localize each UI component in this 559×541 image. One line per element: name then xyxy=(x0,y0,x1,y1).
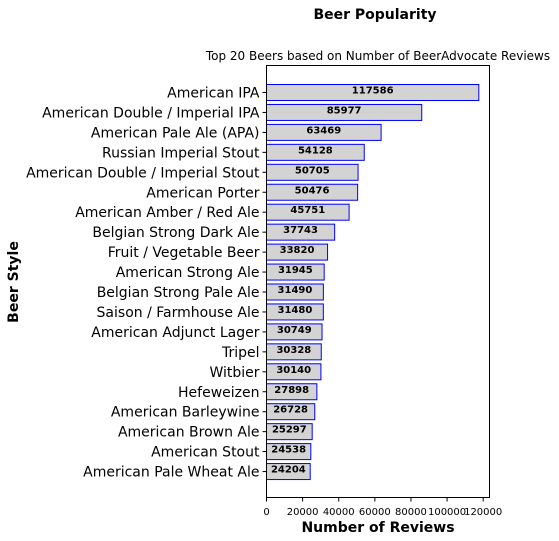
category-label: American Strong Ale xyxy=(116,265,260,281)
category-label: Belgian Strong Pale Ale xyxy=(97,285,260,301)
value-label: 30749 xyxy=(277,325,312,336)
x-tick-label: 100000 xyxy=(428,507,466,518)
value-label: 25297 xyxy=(272,425,307,436)
chart-title: Top 20 Beers based on Number of BeerAdvo… xyxy=(205,49,550,63)
category-label: American Pale Wheat Ale xyxy=(83,465,259,481)
x-tick-label: 60000 xyxy=(359,507,391,518)
chart-suptitle: Beer Popularity xyxy=(313,7,436,23)
value-label: 31490 xyxy=(278,285,313,296)
x-tick-label: 80000 xyxy=(395,507,427,518)
value-label: 24204 xyxy=(271,465,306,476)
category-label: American Double / Imperial Stout xyxy=(26,165,260,181)
category-label: Saison / Farmhouse Ale xyxy=(97,305,260,321)
category-label: American Barleywine xyxy=(111,405,260,421)
category-label: American Double / Imperial IPA xyxy=(42,105,260,121)
value-label: 31480 xyxy=(278,305,313,316)
value-label: 54128 xyxy=(298,145,333,156)
category-label: American Porter xyxy=(146,185,259,201)
category-label: American Stout xyxy=(151,445,260,461)
category-label: American Adjunct Lager xyxy=(91,325,259,341)
value-label: 50476 xyxy=(295,185,330,196)
value-label: 26728 xyxy=(273,405,308,416)
value-labels-group: 117586 85977 63469 54128 50705 50476 45751 3774… xyxy=(271,86,394,476)
category-labels-group: American IPA American Double / Imperial I… xyxy=(26,86,267,481)
value-label: 30328 xyxy=(276,345,311,356)
category-label: Belgian Strong Dark Ale xyxy=(92,225,259,241)
x-axis-title: Number of Reviews xyxy=(301,520,454,536)
value-label: 63469 xyxy=(306,125,341,136)
category-label: Tripel xyxy=(221,345,260,361)
value-label: 117586 xyxy=(352,86,394,97)
bars-group xyxy=(266,84,480,481)
category-label: Hefeweizen xyxy=(178,385,259,401)
value-label: 45751 xyxy=(290,205,325,216)
category-label: American Brown Ale xyxy=(118,425,260,441)
plot-frame xyxy=(266,65,490,498)
value-label: 27898 xyxy=(274,385,309,396)
value-label: 31945 xyxy=(278,265,313,276)
category-label: Witbier xyxy=(209,365,259,381)
y-axis-title: Beer Style xyxy=(6,241,22,323)
category-label: American IPA xyxy=(167,86,260,102)
x-tick-label: 40000 xyxy=(323,507,355,518)
x-tick-label: 120000 xyxy=(464,507,502,518)
value-label: 33820 xyxy=(280,245,315,256)
category-label: Fruit / Vegetable Beer xyxy=(108,245,260,261)
x-tick-label: 0 xyxy=(263,507,269,518)
value-label: 30140 xyxy=(276,365,311,376)
value-label: 85977 xyxy=(327,105,362,116)
x-tick-label: 20000 xyxy=(287,507,319,518)
category-label: American Amber / Red Ale xyxy=(75,205,259,221)
value-label: 50705 xyxy=(295,165,330,176)
value-label: 24538 xyxy=(271,445,306,456)
category-label: American Pale Ale (APA) xyxy=(91,125,260,141)
value-label: 37743 xyxy=(283,225,318,236)
category-label: Russian Imperial Stout xyxy=(102,145,260,161)
